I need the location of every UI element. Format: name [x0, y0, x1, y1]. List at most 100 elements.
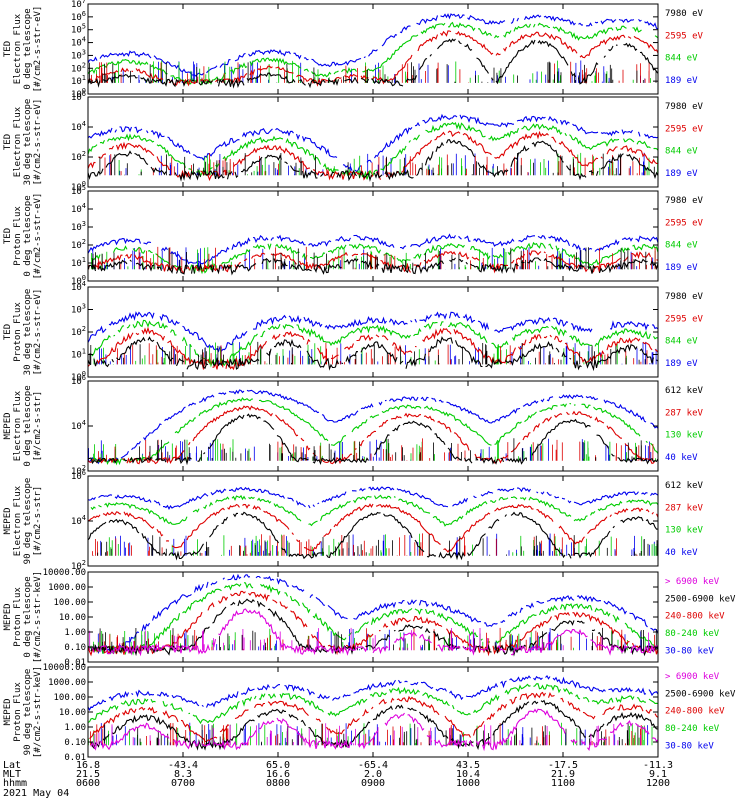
series-spikes-40-kev	[100, 533, 655, 556]
series-line-80-240-kev	[88, 683, 658, 725]
series-line-40-kev	[88, 486, 658, 511]
y-tick-label: 0.10	[64, 738, 86, 748]
series-spikes--6900-kev	[88, 627, 652, 651]
panel-data	[88, 674, 658, 752]
x-label-mlt: 9.1	[649, 769, 667, 780]
series-line-844-ev	[88, 21, 658, 87]
legend-entry: 287 keV	[665, 408, 704, 418]
x-label-hhmm: 0800	[266, 778, 290, 789]
series-line-189-ev	[88, 13, 658, 77]
legend-entry: 189 eV	[665, 359, 698, 369]
y-tick-label: 100	[71, 180, 86, 193]
series-line-30-80-kev	[88, 674, 658, 711]
y-tick-label: 104	[71, 120, 86, 133]
series-spikes-287-kev	[98, 438, 654, 461]
y-axis-label: TEDElectron Flux30 deg telescope[#/cm2-s…	[3, 99, 43, 186]
panel-data	[88, 13, 658, 89]
legend-entry: 2500-6900 keV	[665, 594, 736, 604]
series-line-40-kev	[88, 389, 658, 465]
legend-entry: 2500-6900 keV	[665, 689, 736, 699]
y-tick-label: 103	[71, 303, 86, 316]
panel-8: 10000.00 1000.00 100.00 10.00 1.00 0.10 0.01 ME…	[3, 663, 736, 763]
panel-data	[88, 311, 658, 372]
x-label-lat: -17.5	[548, 760, 578, 771]
panel-data	[88, 486, 658, 561]
y-tick-label: 100.00	[53, 598, 86, 608]
legend-entry: 844 eV	[665, 241, 698, 251]
y-tick-label: 0.01	[64, 658, 86, 668]
series-spikes-189-ev	[92, 247, 654, 270]
panel-6: 102 104 106 MEPEDElectron Flux90 deg telesc…	[3, 469, 704, 572]
legend-entry: 80-240 keV	[665, 724, 720, 734]
x-label-mlt: 10.4	[456, 769, 480, 780]
panel-frame	[87, 96, 659, 188]
legend-entry: 2595 eV	[665, 124, 704, 134]
series-spikes-612-kev	[93, 534, 658, 556]
legend-entry: 2595 eV	[665, 314, 704, 324]
x-label-mlt: 2.0	[364, 769, 382, 780]
legend-entry: 30-80 keV	[665, 741, 714, 751]
y-tick-label: 102	[71, 61, 86, 74]
legend-entry: 189 eV	[665, 76, 698, 86]
y-tick-label: 0.01	[64, 753, 86, 763]
series-line-189-ev	[88, 113, 658, 173]
date-label: 2021 May 04	[3, 788, 69, 799]
legend-entry: 130 keV	[665, 526, 704, 536]
series-spikes-7980-ev	[92, 247, 647, 270]
panel-data	[88, 233, 658, 276]
legend-entry: 40 keV	[665, 453, 698, 463]
y-tick-label: 101	[71, 348, 86, 361]
legend-entry: > 6900 keV	[665, 577, 720, 587]
y-tick-label: 0.10	[64, 643, 86, 653]
series-line-240-800-kev	[88, 590, 658, 657]
y-tick-label: 106	[71, 469, 86, 482]
y-tick-label: 104	[71, 202, 86, 215]
legend-entry: 7980 eV	[665, 102, 704, 112]
y-tick-label: 100	[71, 274, 86, 287]
legend-entry: 7980 eV	[665, 9, 704, 19]
series-line-130-kev	[90, 494, 658, 527]
x-label-lat: -65.4	[358, 760, 388, 771]
x-label-hhmm: 1200	[646, 778, 670, 789]
y-tick-label: 102	[71, 325, 86, 338]
series-spikes-612-kev	[111, 438, 642, 461]
y-axis-label: MEPEDElectron Flux90 deg telescope[#/cm2…	[3, 478, 43, 565]
y-tick-label: 105	[71, 184, 86, 197]
series-spikes-7980-ev	[99, 153, 655, 176]
legend-entry: 287 keV	[665, 503, 704, 513]
series-line-287-kev	[88, 503, 658, 553]
mlt-row-label: MLT	[3, 769, 21, 780]
series-spikes-7980-ev	[89, 341, 646, 365]
x-label-mlt: 16.6	[266, 769, 290, 780]
legend-entry: 189 eV	[665, 169, 698, 179]
y-tick-label: 102	[71, 150, 86, 163]
y-tick-label: 1000.00	[48, 583, 86, 593]
y-tick-label: 100	[71, 87, 86, 100]
x-label-lat: -43.4	[168, 760, 198, 771]
legend-entry: 80-240 keV	[665, 629, 720, 639]
legend-entry: 844 eV	[665, 147, 698, 157]
y-tick-label: 102	[71, 559, 86, 572]
y-tick-label: 10000.00	[43, 568, 86, 578]
panel-4: 100 101 102 103 104 TEDProton Flux30 deg tele…	[3, 280, 704, 383]
y-tick-label: 100.00	[53, 693, 86, 703]
y-axis-label: MEPEDProton Flux0 deg telescope[#/cm2-s-…	[3, 571, 43, 663]
series-line-287-kev	[88, 406, 658, 464]
y-tick-label: 104	[71, 36, 86, 49]
panel-data	[88, 113, 658, 182]
x-label-lat: 43.5	[456, 760, 480, 771]
panel-7: 10000.00 1000.00 100.00 10.00 1.00 0.10 0.01 ME…	[3, 568, 736, 668]
y-tick-label: 105	[71, 23, 86, 36]
y-tick-label: 10.00	[59, 708, 86, 718]
series-line-612-kev	[88, 413, 658, 466]
y-tick-label: 1.00	[64, 723, 86, 733]
legend-entry: 240-800 keV	[665, 612, 725, 622]
series-line-7980-ev	[88, 257, 658, 276]
legend-entry: 189 eV	[665, 263, 698, 273]
legend-entry: 40 keV	[665, 548, 698, 558]
legend-entry: 612 keV	[665, 481, 704, 491]
x-label-lat: -11.3	[643, 760, 673, 771]
